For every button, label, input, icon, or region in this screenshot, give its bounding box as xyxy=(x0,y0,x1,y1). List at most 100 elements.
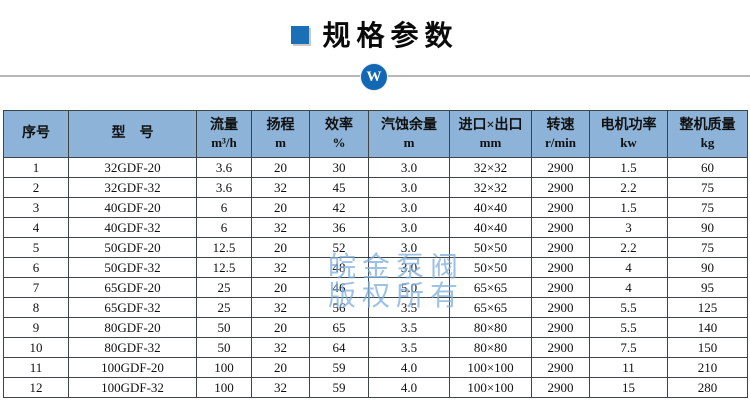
table-cell: 50 xyxy=(196,317,252,338)
table-cell: 75 xyxy=(667,177,748,198)
table-cell: 12.5 xyxy=(196,257,252,278)
table-cell: 4 xyxy=(3,217,69,238)
table-cell: 5.5 xyxy=(589,297,668,318)
table-cell: 32 xyxy=(251,257,310,278)
table-cell: 2900 xyxy=(531,337,590,358)
table-cell: 1.5 xyxy=(589,197,668,218)
table-cell: 4 xyxy=(589,257,668,278)
table-cell: 100 xyxy=(196,377,252,398)
table-cell: 2900 xyxy=(531,197,590,218)
spec-table: 序号型 号流量 m³/h 扬程 m 效率% 汽蚀余量 m 进口×出口 mm 转速 r/min 电机功率… xyxy=(3,110,748,398)
table-cell: 75 xyxy=(667,197,748,218)
title-square-icon xyxy=(291,26,310,44)
table-cell: 45 xyxy=(309,177,369,198)
table-cell: 80GDF-32 xyxy=(68,337,197,358)
table-cell: 10 xyxy=(3,337,69,358)
column-header: 整机质量 kg xyxy=(667,110,748,158)
table-cell: 25 xyxy=(196,297,252,318)
table-row: 3 40GDF-20 6 20 42 3.0 40×40 2900 1.5 75 xyxy=(3,197,748,218)
table-cell: 2900 xyxy=(531,297,590,318)
table-cell: 2.2 xyxy=(589,237,668,258)
table-cell: 4 xyxy=(589,277,668,298)
column-header: 汽蚀余量 m xyxy=(368,110,450,158)
table-cell: 2900 xyxy=(531,257,590,278)
table-cell: 2900 xyxy=(531,177,590,198)
table-cell: 3.6 xyxy=(196,177,252,198)
column-header: 效率% xyxy=(309,110,369,158)
table-cell: 40GDF-32 xyxy=(68,217,197,238)
table-row: 8 65GDF-32 25 32 56 3.5 65×65 2900 5.5 125 xyxy=(3,297,748,318)
table-cell: 46 xyxy=(309,277,369,298)
table-cell: 52 xyxy=(309,237,369,258)
table-cell: 12.5 xyxy=(196,237,252,258)
table-cell: 2900 xyxy=(531,217,590,238)
table-cell: 4.0 xyxy=(368,357,450,378)
column-header: 电机功率 kw xyxy=(589,110,668,158)
table-cell: 3 xyxy=(589,217,668,238)
table-cell: 3.5 xyxy=(368,317,450,338)
table-row: 2 32GDF-32 3.6 32 45 3.0 32×32 2900 2.2 75 xyxy=(3,177,748,198)
table-cell: 3.0 xyxy=(368,197,450,218)
table-cell: 65GDF-20 xyxy=(68,277,197,298)
table-cell: 20 xyxy=(251,317,310,338)
table-cell: 1.5 xyxy=(589,157,668,178)
table-cell: 100GDF-32 xyxy=(68,377,197,398)
table-cell: 32 xyxy=(251,177,310,198)
brand-logo-icon: W xyxy=(360,63,388,91)
column-header: 进口×出口 mm xyxy=(449,110,532,158)
table-cell: 210 xyxy=(667,357,748,378)
table-cell: 36 xyxy=(309,217,369,238)
header-row: 序号型 号流量 m³/h 扬程 m 效率% 汽蚀余量 m 进口×出口 mm 转速 r/min 电机功率… xyxy=(3,110,748,158)
column-header: 扬程 m xyxy=(251,110,310,158)
table-cell: 3.6 xyxy=(196,157,252,178)
table-cell: 6 xyxy=(3,257,69,278)
table-cell: 11 xyxy=(3,357,69,378)
table-row: 4 40GDF-32 6 32 36 3.0 40×40 2900 3 90 xyxy=(3,217,748,238)
table-cell: 100×100 xyxy=(449,357,532,378)
table-cell: 32 xyxy=(251,377,310,398)
table-cell: 3.0 xyxy=(368,237,450,258)
table-cell: 60 xyxy=(667,157,748,178)
table-cell: 3.0 xyxy=(368,157,450,178)
table-cell: 32GDF-32 xyxy=(68,177,197,198)
table-cell: 15 xyxy=(589,377,668,398)
table-cell: 7.5 xyxy=(589,337,668,358)
brand-logo-letter: W xyxy=(366,68,382,85)
table-cell: 20 xyxy=(251,237,310,258)
table-cell: 32×32 xyxy=(449,157,532,178)
table-cell: 32 xyxy=(251,217,310,238)
table-row: 5 50GDF-20 12.5 20 52 3.0 50×50 2900 2.2 75 xyxy=(3,237,748,258)
table-cell: 25 xyxy=(196,277,252,298)
table-cell: 32 xyxy=(251,337,310,358)
table-cell: 40×40 xyxy=(449,197,532,218)
spec-table-container: 序号型 号流量 m³/h 扬程 m 效率% 汽蚀余量 m 进口×出口 mm 转速 r/min 电机功率… xyxy=(3,110,748,398)
column-header: 转速 r/min xyxy=(531,110,590,158)
table-cell: 95 xyxy=(667,277,748,298)
page-title: 规格参数 xyxy=(322,20,459,51)
table-row: 9 80GDF-20 50 20 65 3.5 80×80 2900 5.5 140 xyxy=(3,317,748,338)
table-cell: 50×50 xyxy=(449,257,532,278)
table-cell: 32GDF-20 xyxy=(68,157,197,178)
table-cell: 59 xyxy=(309,377,369,398)
table-cell: 5.0 xyxy=(368,277,450,298)
table-cell: 65 xyxy=(309,317,369,338)
table-cell: 3.0 xyxy=(368,257,450,278)
table-cell: 42 xyxy=(309,197,369,218)
table-cell: 6 xyxy=(196,217,252,238)
table-cell: 2 xyxy=(3,177,69,198)
table-cell: 2900 xyxy=(531,157,590,178)
table-cell: 40GDF-20 xyxy=(68,197,197,218)
table-cell: 1 xyxy=(3,157,69,178)
table-cell: 65×65 xyxy=(449,277,532,298)
table-cell: 40×40 xyxy=(449,217,532,238)
table-cell: 50×50 xyxy=(449,237,532,258)
table-cell: 75 xyxy=(667,237,748,258)
table-cell: 140 xyxy=(667,317,748,338)
table-cell: 65×65 xyxy=(449,297,532,318)
table-cell: 48 xyxy=(309,257,369,278)
page-title-row: 规格参数 xyxy=(0,14,750,54)
table-cell: 80GDF-20 xyxy=(68,317,197,338)
table-cell: 3.5 xyxy=(368,337,450,358)
table-cell: 64 xyxy=(309,337,369,358)
